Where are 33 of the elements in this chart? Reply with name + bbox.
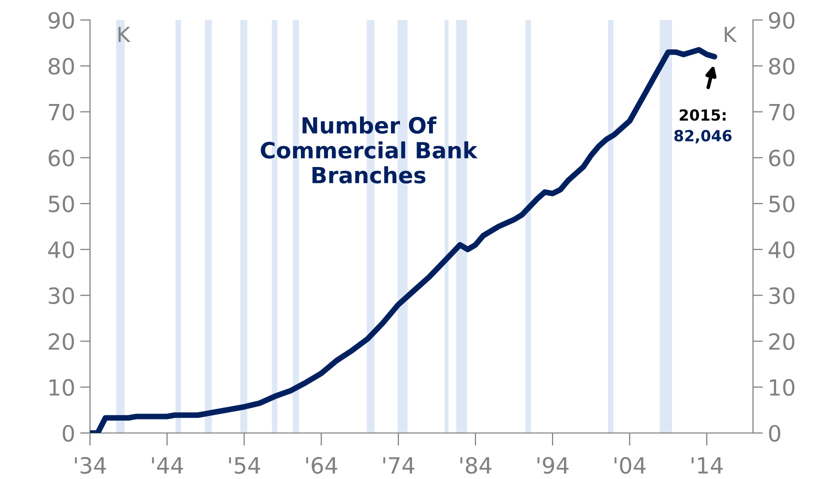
y2-tick-label: 40	[768, 241, 794, 258]
y-tick-label: 0	[62, 424, 74, 442]
y2-tick-label: 50	[769, 196, 794, 212]
y2-tick-label: 90	[768, 12, 794, 29]
y2-tick-label: 30	[769, 287, 794, 304]
y2-tick-label: 10	[770, 379, 794, 396]
y2-tick-label: 20	[769, 333, 794, 350]
x-tick-label: '14	[692, 457, 723, 474]
x-tick-label: '64	[306, 457, 338, 474]
y2-tick-label: 0	[769, 424, 780, 442]
y-tick-label: 90	[48, 12, 74, 29]
x-tick-label: '54	[229, 457, 260, 474]
x-tick-label: '94	[538, 457, 569, 474]
x-tick-label: '84	[460, 457, 492, 474]
y2-tick-label: 60	[769, 150, 794, 166]
x-tick-label: '34	[74, 457, 106, 474]
y2-tick-label: 80	[769, 58, 794, 75]
y2-tick-label: 70	[769, 104, 794, 121]
y-tick-label: 10	[50, 379, 74, 396]
y-tick-label: 40	[48, 241, 74, 258]
y-axis-title: K	[118, 26, 131, 42]
x-tick-label: '04	[614, 457, 646, 474]
y-tick-label: 70	[48, 104, 74, 121]
y-tick-label: 80	[48, 58, 74, 75]
y2-axis-title: K	[724, 26, 737, 42]
annotation: 2015: 82,046	[674, 109, 732, 144]
x-tick-label: '44	[152, 457, 184, 474]
x-tick-label: '74	[383, 457, 414, 474]
text: Number Of Commercial Bank Branches	[260, 116, 478, 184]
y-tick-label: 20	[48, 333, 74, 350]
y-tick-label: 30	[48, 287, 74, 304]
y-tick-label: 50	[48, 196, 74, 212]
y-tick-label: 60	[48, 150, 74, 166]
